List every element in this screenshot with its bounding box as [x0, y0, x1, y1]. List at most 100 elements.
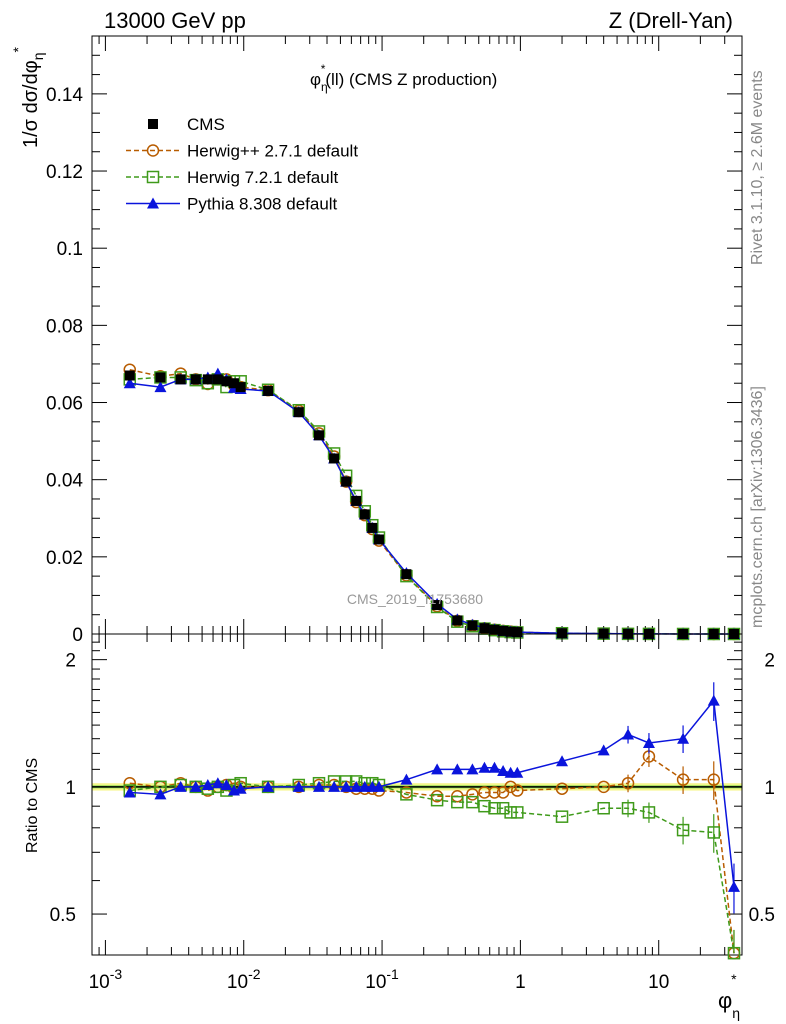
main-y-tick-label: 0.12 [46, 162, 83, 183]
x-axis-title: φη * [718, 971, 740, 1021]
ratio-point-pythia [597, 744, 610, 756]
ratio-point-herwigpp [676, 773, 690, 786]
ratio-point-herwig7 [597, 801, 610, 815]
ratio-point-pythia [340, 780, 353, 792]
ratio-y-tick-label-right: 1 [764, 778, 775, 799]
ratio-y-axis-title: Ratio to CMS [24, 758, 41, 853]
main-point-cms [313, 430, 324, 441]
ratio-point-herwigpp [478, 786, 491, 799]
main-y-tick-label: 0.02 [46, 548, 83, 569]
y-axis-title-main: 1/σ dσ/dφ [20, 60, 42, 148]
ratio-point-herwigpp [555, 782, 569, 795]
ratio-point-pythia [312, 780, 325, 792]
main-point-cms [155, 372, 166, 383]
main-point-pythia [154, 381, 167, 393]
main-point-cms [359, 509, 370, 520]
legend-marker [148, 119, 158, 129]
ratio-point-herwigpp [707, 773, 721, 786]
ratio-point-herwigpp [504, 780, 517, 794]
y-axis-title-sup: * [10, 47, 26, 53]
main-point-cms [557, 628, 568, 639]
ratio-point-pythia [497, 765, 510, 777]
ratio-point-pythia [511, 766, 524, 778]
ratio-point-herwig7 [430, 793, 444, 807]
ratio-point-pythia [358, 780, 371, 792]
main-point-cms [341, 476, 352, 487]
ratio-point-pythia [478, 761, 491, 773]
ratio-point-herwigpp [488, 786, 501, 799]
x-axis-title-sup: * [731, 971, 737, 987]
ratio-point-herwigpp [511, 784, 524, 797]
ratio-point-pythia [189, 780, 202, 792]
ratio-point-herwig7 [400, 788, 413, 801]
main-y-tick-label: 0.04 [46, 471, 83, 492]
main-point-cms [467, 620, 478, 631]
ratio-point-herwig7 [488, 801, 501, 815]
ratio-y-tick-label: 2 [65, 651, 76, 672]
legend-marker [146, 170, 160, 184]
ratio-point-pythia [727, 880, 740, 892]
legend-label: Pythia 8.308 default [187, 195, 338, 214]
main-point-cms [479, 623, 490, 634]
header-left-label: 13000 GeV pp [104, 8, 246, 33]
ratio-point-pythia [556, 755, 569, 767]
ratio-point-pythia [707, 694, 720, 706]
ratio-point-pythia [372, 780, 385, 792]
main-point-cms [351, 495, 362, 506]
ratio-point-pythia [234, 782, 247, 794]
ratio-point-pythia [451, 763, 464, 775]
x-tick-label: 10 [648, 972, 669, 993]
side-label-rivet: Rivet 3.1.10, ≥ 2.6M events [749, 70, 766, 265]
ratio-point-herwig7 [466, 795, 479, 809]
ratio-point-herwig7 [727, 946, 741, 960]
ratio-point-herwig7 [478, 799, 491, 813]
main-point-cms [235, 382, 246, 393]
ratio-point-pythia [123, 786, 136, 798]
main-point-cms [293, 407, 304, 418]
ratio-point-pythia [328, 780, 341, 792]
ratio-point-pythia [488, 761, 501, 773]
main-y-tick-label: 0.1 [57, 239, 83, 260]
main-point-cms [263, 385, 274, 396]
ratio-point-pythia [174, 780, 187, 792]
main-point-pythia [123, 377, 136, 389]
legend-marker [146, 144, 160, 157]
x-axis-title-symbol: φ [718, 988, 732, 1013]
legend: CMS Herwig++ 2.7.1 default Herwig 7.2.1 de… [126, 115, 358, 214]
x-tick-label: 10-1 [365, 966, 399, 993]
ratio-point-pythia [154, 788, 167, 800]
y-axis-title-sub: η [30, 53, 46, 61]
ratio-point-pythia [350, 780, 363, 792]
x-axis-title-sub: η [732, 1005, 740, 1021]
plot-title: φη *(ll) (CMS Z production) [310, 62, 497, 94]
ratio-point-pythia [220, 779, 233, 791]
ratio-point-pythia [400, 773, 413, 785]
ratio-point-pythia [677, 732, 690, 744]
x-tick-label: 10-2 [227, 966, 261, 993]
main-panel: 0 0.02 0.04 0.06 0.08 0.1 0.12 0.14 CMS Herwig++ … [46, 35, 743, 646]
ratio-point-pythia [211, 777, 224, 789]
ratio-y-tick-label: 1 [65, 778, 76, 799]
x-tick-label: 10-3 [89, 966, 123, 993]
ratio-point-herwigpp [597, 780, 610, 794]
ratio-y-tick-label-right: 0.5 [749, 905, 775, 926]
main-point-cms [221, 376, 232, 387]
ratio-point-herwigpp [621, 776, 635, 790]
legend-label: CMS [187, 115, 225, 134]
ratio-point-herwig7 [555, 810, 569, 823]
main-point-cms [228, 378, 239, 389]
main-point-cms [512, 627, 523, 638]
main-point-cms [498, 625, 509, 636]
ratio-point-herwigpp [466, 788, 479, 801]
main-point-cms [401, 569, 412, 580]
main-point-cms [489, 624, 500, 635]
main-y-tick-label: 0.14 [46, 85, 83, 106]
ratio-point-herwig7 [496, 801, 510, 815]
ratio-y-tick-label-right: 2 [764, 651, 775, 672]
ratio-point-pythia [642, 736, 655, 748]
ratio-point-pythia [262, 780, 275, 792]
ratio-point-herwig7 [676, 823, 690, 837]
plot-title-sup: * [321, 62, 326, 76]
ratio-point-pythia [292, 780, 305, 792]
x-tick-label: 1 [515, 972, 526, 993]
